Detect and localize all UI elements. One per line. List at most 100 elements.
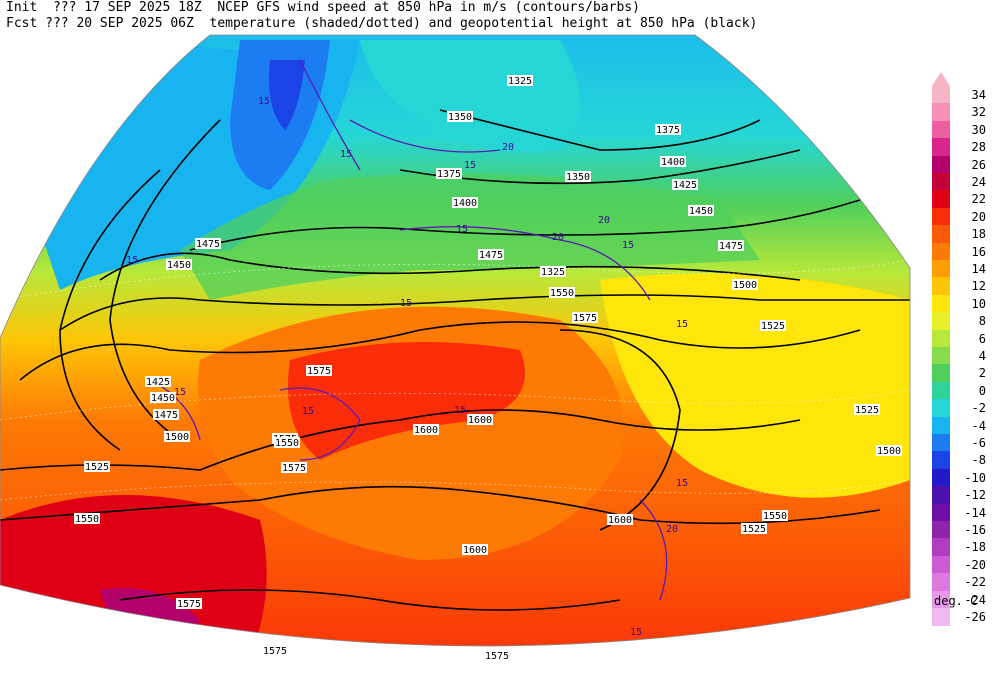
legend-entry: 32 — [928, 103, 1000, 122]
wind-label: 15 — [258, 96, 270, 107]
legend-swatch — [932, 173, 950, 191]
legend-label: -20 — [964, 557, 986, 572]
height-label: 1525 — [742, 524, 766, 535]
legend-swatch — [932, 434, 950, 452]
legend-swatch — [932, 277, 950, 296]
wind-label: 15 — [400, 298, 412, 309]
header-init-line: Init ??? 17 SEP 2025 18Z NCEP GFS wind s… — [6, 0, 640, 15]
legend-label: 26 — [971, 157, 986, 172]
legend-swatch — [932, 486, 950, 505]
height-label: 1450 — [167, 260, 191, 271]
legend-entry: 26 — [928, 155, 1000, 174]
legend-swatch — [932, 103, 950, 122]
legend-label: 34 — [971, 88, 986, 102]
legend-entry: -12 — [928, 486, 1000, 505]
height-label: 1400 — [661, 157, 685, 168]
temperature-map: 1325 1350 1375 1400 1425 1450 1475 1500 … — [0, 34, 911, 662]
height-label: 1575 — [263, 646, 287, 657]
wind-label: 20 — [666, 524, 678, 535]
legend-label: -8 — [971, 453, 986, 468]
legend-entry: -6 — [928, 434, 1000, 452]
height-label: 1575 — [307, 366, 331, 377]
legend-entry: 22 — [928, 190, 1000, 209]
height-label: 1575 — [282, 463, 306, 474]
legend-swatch — [932, 347, 950, 365]
legend-label: 22 — [971, 192, 986, 207]
height-label: 1575 — [573, 313, 597, 324]
legend-entry: 24 — [928, 173, 1000, 191]
height-label: 1350 — [566, 172, 590, 183]
mild-band — [180, 173, 760, 300]
legend-label: 14 — [971, 262, 986, 276]
height-label: 1575 — [177, 599, 201, 610]
legend-swatch — [932, 399, 950, 418]
height-label: 1450 — [151, 393, 175, 404]
legend-swatch — [932, 86, 950, 104]
legend-label: -18 — [964, 540, 986, 555]
height-label: 1550 — [75, 514, 99, 525]
height-label: 1600 — [608, 515, 632, 526]
isotherms — [0, 259, 910, 501]
legend-entry: 6 — [928, 329, 1000, 348]
legend-label: 16 — [971, 244, 986, 259]
height-label: 1475 — [479, 250, 503, 261]
height-label: 1350 — [448, 112, 472, 123]
legend-swatch — [932, 207, 950, 226]
legend-label: 24 — [971, 175, 986, 189]
legend-entry: 10 — [928, 294, 1000, 313]
wind-label: 15 — [456, 224, 468, 235]
legend-swatch — [932, 573, 950, 592]
legend-swatch — [932, 503, 950, 522]
legend-swatch — [932, 190, 950, 209]
domain-outline — [0, 34, 911, 647]
legend-label: -4 — [971, 418, 986, 433]
legend-label: 30 — [971, 122, 986, 137]
wind-label: 15 — [676, 478, 688, 489]
legend-label: -14 — [964, 505, 986, 520]
legend-entry: -16 — [928, 521, 1000, 539]
wind-label: 15 — [676, 319, 688, 330]
legend-swatch — [932, 225, 950, 244]
legend-swatch — [932, 451, 950, 470]
legend-entry: -2 — [928, 399, 1000, 418]
legend-entry: 0 — [928, 381, 1000, 400]
legend-swatch — [932, 555, 950, 574]
wind-label: 15 — [174, 387, 186, 398]
legend-swatch — [932, 120, 950, 139]
wind-label: 15 — [464, 160, 476, 171]
height-label: 1425 — [146, 377, 170, 388]
height-label: 1500 — [877, 446, 901, 457]
legend-swatch — [932, 590, 950, 609]
legend-label: -2 — [971, 401, 986, 416]
color-legend: 34 32 30 28 26 24 22 20 18 16 14 12 10 8 6 4 2 0 -2 -4 -6 -8-… — [928, 72, 1000, 626]
legend-swatch — [932, 608, 950, 626]
height-label: 1500 — [733, 280, 757, 291]
height-label: 1375 — [437, 169, 461, 180]
legend-label: 0 — [978, 383, 986, 398]
legend-swatch — [932, 138, 950, 157]
legend-entry: -8 — [928, 451, 1000, 470]
legend-top-arrow-icon — [932, 72, 950, 86]
legend-label: -24 — [964, 592, 986, 607]
legend-entry: 20 — [928, 207, 1000, 226]
legend-entry: 30 — [928, 120, 1000, 139]
legend-label: 28 — [971, 140, 986, 155]
wind-label-group: 15 15 15 20 15 15 20 20 15 15 15 15 15 1… — [126, 96, 688, 638]
legend-swatch — [932, 329, 950, 348]
legend-entry: 34 — [928, 86, 1000, 104]
legend-entry: -26 — [928, 608, 1000, 626]
legend-swatch — [932, 521, 950, 539]
height-label: 1550 — [550, 288, 574, 299]
height-label: 1600 — [463, 545, 487, 556]
wind-label: 20 — [502, 142, 514, 153]
wind-label: 20 — [598, 215, 610, 226]
legend-label: 10 — [971, 296, 986, 311]
legend-entry: 4 — [928, 347, 1000, 365]
legend-label: -22 — [964, 575, 986, 590]
header-forecast-line: Fcst ??? 20 SEP 2025 06Z temperature (sh… — [6, 16, 758, 31]
height-label: 1475 — [196, 239, 220, 250]
legend-swatch — [932, 260, 950, 278]
height-label: 1600 — [414, 425, 438, 436]
height-label: 1525 — [85, 462, 109, 473]
height-label: 1550 — [275, 438, 299, 449]
